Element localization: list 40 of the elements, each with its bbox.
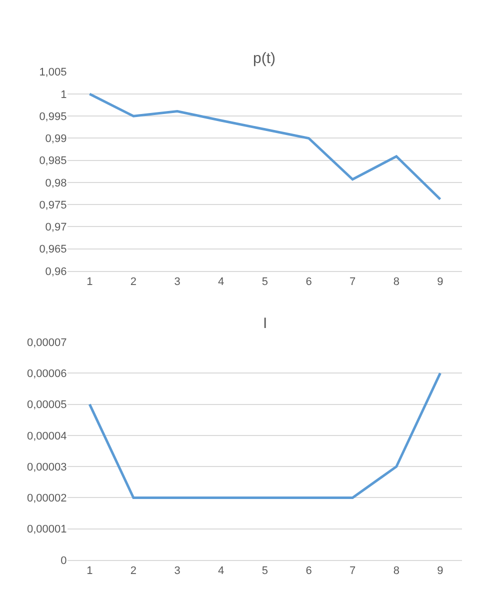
y-tick-label: 0,96 [45,266,67,278]
y-tick-label: 0,00003 [26,461,67,474]
y-tick-label: 0,00004 [26,430,67,442]
x-tick-label: 5 [262,276,268,288]
y-tick-label: 0 [60,554,67,567]
x-tick-label: 3 [174,565,180,578]
y-tick-label: 0,985 [39,155,67,168]
y-tick-label: 0,99 [45,133,67,146]
y-tick-label: 0,98 [45,177,67,190]
x-tick-label: 6 [306,276,312,288]
y-tick-label: 0,00007 [26,336,67,349]
x-tick-label: 8 [393,276,400,288]
y-tick-label: 0,00002 [26,492,67,505]
y-tick-label: 0,995 [39,110,67,123]
x-tick-label: 6 [306,565,312,578]
x-tick-label: 9 [437,565,444,578]
y-tick-label: 0,00005 [26,399,67,412]
x-tick-label: 5 [262,565,268,578]
line-series [88,92,442,201]
x-tick-label: 8 [393,565,400,578]
x-tick-label: 4 [218,276,224,288]
chart-title: I [263,315,268,332]
y-tick-label: 1 [60,88,67,101]
x-tick-label: 4 [218,565,224,578]
y-tick-label: 0,965 [39,244,67,256]
x-tick-label: 1 [86,276,93,288]
x-tick-label: 2 [130,276,137,288]
x-tick-label: 2 [130,565,137,578]
line-series [88,372,442,499]
y-tick-label: 0,00001 [26,524,67,536]
y-tick-label: 1,005 [39,66,67,79]
x-tick-label: 3 [174,276,180,288]
y-tick-label: 0,975 [39,199,67,212]
chart-title: p(t) [253,50,276,67]
x-tick-label: 9 [437,276,444,288]
y-tick-label: 0,97 [45,222,67,234]
y-tick-label: 0,00006 [26,368,67,380]
x-tick-label: 1 [86,565,93,578]
x-tick-label: 7 [350,276,356,288]
x-tick-label: 7 [350,565,356,578]
